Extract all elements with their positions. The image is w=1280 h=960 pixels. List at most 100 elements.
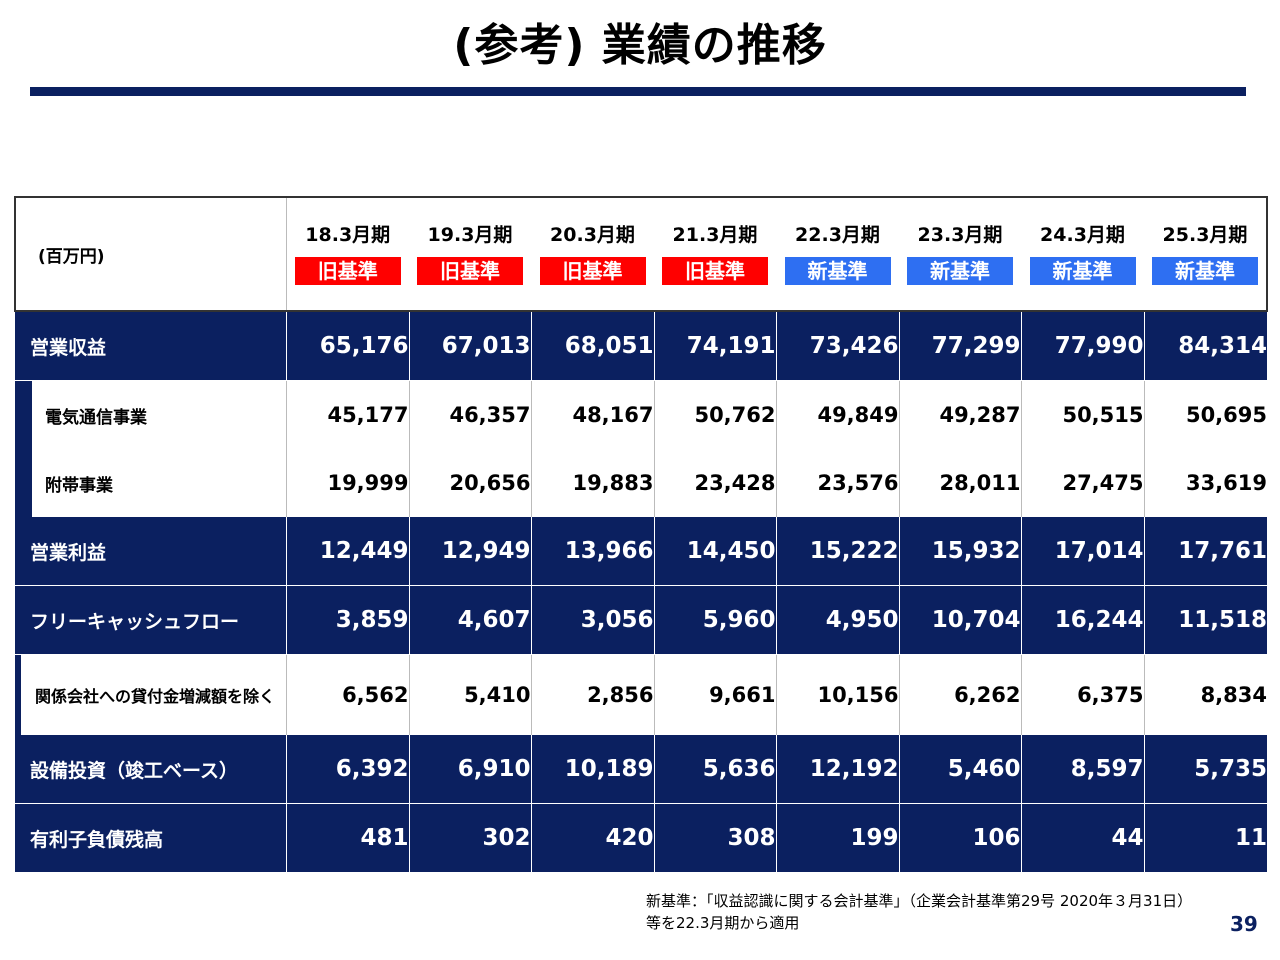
standard-badge: 新基準 (1029, 257, 1136, 285)
period-label: 21.3月期 (672, 224, 758, 246)
performance-table: (百万円) 18.3月期 旧基準 19.3月期 旧基準 20.3月期 旧基準 21.3月期旧… (14, 196, 1268, 873)
value-cell: 84,314 (1144, 311, 1267, 381)
title-underline (30, 87, 1246, 96)
value-cell: 28,011 (899, 449, 1022, 517)
value-cell: 27,475 (1021, 449, 1145, 517)
unit-label: (百万円) (14, 196, 287, 312)
value-cell: 5,636 (654, 735, 777, 804)
period-header: 19.3月期旧基準 (409, 196, 531, 312)
value-cell: 302 (409, 803, 532, 873)
table-row: 設備投資（竣工ベース） 6,392 6,910 10,189 5,636 12,192 5,… (15, 735, 1267, 804)
table-row: 営業収益 65,176 67,013 68,051 74,191 73,426 77,299… (15, 311, 1267, 381)
value-cell: 33,619 (1144, 449, 1267, 517)
value-cell: 45,177 (286, 380, 410, 449)
row-label-text: 営業利益 (30, 541, 107, 564)
row-label: 設備投資（竣工ベース） (15, 735, 287, 804)
value-cell: 48,167 (531, 380, 655, 449)
value-cell: 17,014 (1021, 517, 1145, 586)
value-cell: 13,966 (531, 517, 655, 586)
value-cell: 23,576 (776, 449, 900, 517)
value-cell: 5,460 (899, 735, 1022, 804)
value-cell: 49,849 (776, 380, 900, 449)
value-cell: 74,191 (654, 311, 777, 381)
value-cell: 50,515 (1021, 380, 1145, 449)
value-cell: 6,392 (286, 735, 410, 804)
period-header: 21.3月期 旧基準 (654, 196, 776, 312)
value-cell: 10,189 (531, 735, 655, 804)
value-cell: 8,597 (1021, 735, 1145, 804)
footnote: 新基準：「収益認識に関する会計基準」（企業会計基準第29号 2020年３月31日… (646, 892, 1193, 932)
standard-badge: 新基準 (907, 257, 1013, 285)
table-row: フリーキャッシュフロー 3,859 4,607 3,056 5,960 4,950 10,7… (15, 585, 1267, 655)
value-cell: 46,357 (409, 380, 532, 449)
value-cell: 77,299 (899, 311, 1022, 381)
period-label: 23.3月期 (917, 224, 1003, 246)
value-cell: 12,949 (409, 517, 532, 586)
value-cell: 17,761 (1144, 517, 1267, 586)
period-label: 22.3月期 (795, 224, 880, 246)
value-cell: 3,859 (286, 585, 410, 655)
page-title: (参考) 業績の推移 (453, 20, 827, 71)
period-label: 19.3月期 (427, 224, 513, 246)
row-label: 営業収益 (15, 311, 287, 381)
value-cell: 10,156 (776, 654, 900, 735)
period-label: 20.3月期 (550, 224, 635, 246)
value-cell: 308 (654, 803, 777, 873)
row-label-text: 設備投資（竣工ベース） (30, 759, 239, 782)
value-cell: 67,013 (409, 311, 532, 381)
value-cell: 14,450 (654, 517, 777, 586)
row-label-text: 関係会社への貸付金増減額を除く (35, 687, 276, 706)
value-cell: 6,910 (409, 735, 532, 804)
row-label: 附帯事業 (15, 449, 287, 517)
value-cell: 12,449 (286, 517, 410, 586)
value-cell: 68,051 (531, 311, 655, 381)
value-cell: 4,950 (776, 585, 900, 655)
sub-row-indicator (15, 655, 21, 735)
standard-badge: 旧基準 (539, 257, 646, 285)
value-cell: 5,410 (409, 654, 532, 735)
value-cell: 481 (286, 803, 410, 873)
value-cell: 6,262 (899, 654, 1022, 735)
row-label: 電気通信事業 (15, 380, 287, 449)
period-label: 25.3月期 (1162, 224, 1248, 246)
row-label-text: 営業収益 (30, 336, 107, 359)
value-cell: 73,426 (776, 311, 900, 381)
value-cell: 9,661 (654, 654, 777, 735)
table-row: 附帯事業 19,999 20,656 19,883 23,428 23,576 28,011… (15, 449, 1267, 517)
sub-row-indicator (15, 449, 32, 517)
period-header: 22.3月期新基準 (776, 196, 899, 312)
value-cell: 10,704 (899, 585, 1022, 655)
value-cell: 23,428 (654, 449, 777, 517)
value-cell: 19,883 (531, 449, 655, 517)
value-cell: 49,287 (899, 380, 1022, 449)
standard-badge: 旧基準 (417, 257, 523, 285)
period-header: 25.3月期新基準 (1144, 196, 1268, 312)
value-cell: 16,244 (1021, 585, 1145, 655)
period-label: 18.3月期 (305, 224, 391, 246)
table-row: 関係会社への貸付金増減額を除く 6,562 5,410 2,856 9,661 10,15… (15, 654, 1267, 735)
value-cell: 50,695 (1144, 380, 1267, 449)
value-cell: 5,960 (654, 585, 777, 655)
value-cell: 50,762 (654, 380, 777, 449)
row-label-text: フリーキャッシュフロー (30, 610, 240, 633)
period-header: 18.3月期旧基準 (286, 196, 409, 312)
period-label: 24.3月期 (1040, 224, 1125, 246)
value-cell: 20,656 (409, 449, 532, 517)
table-header-row: (百万円) 18.3月期 旧基準 19.3月期 旧基準 20.3月期 旧基準 21.3月期旧… (14, 196, 1268, 312)
standard-badge: 新基準 (784, 257, 891, 285)
sub-row-indicator (15, 381, 32, 449)
row-label-text: 電気通信事業 (45, 407, 147, 428)
value-cell: 11 (1144, 803, 1267, 873)
value-cell: 199 (776, 803, 900, 873)
standard-badge: 旧基準 (294, 257, 401, 285)
row-label: フリーキャッシュフロー (15, 585, 287, 655)
value-cell: 5,735 (1144, 735, 1267, 804)
standard-badge: 新基準 (1152, 257, 1258, 285)
value-cell: 11,518 (1144, 585, 1267, 655)
row-label: 営業利益 (15, 517, 287, 586)
row-label-text: 有利子負債残高 (30, 828, 164, 851)
period-header: 24.3月期新基準 (1021, 196, 1144, 312)
value-cell: 8,834 (1144, 654, 1267, 735)
table-row: 営業利益 12,449 12,949 13,966 14,450 15,222 15,932… (15, 517, 1267, 586)
table-row: 電気通信事業 45,177 46,357 48,167 50,762 49,849 49,2… (15, 380, 1267, 449)
